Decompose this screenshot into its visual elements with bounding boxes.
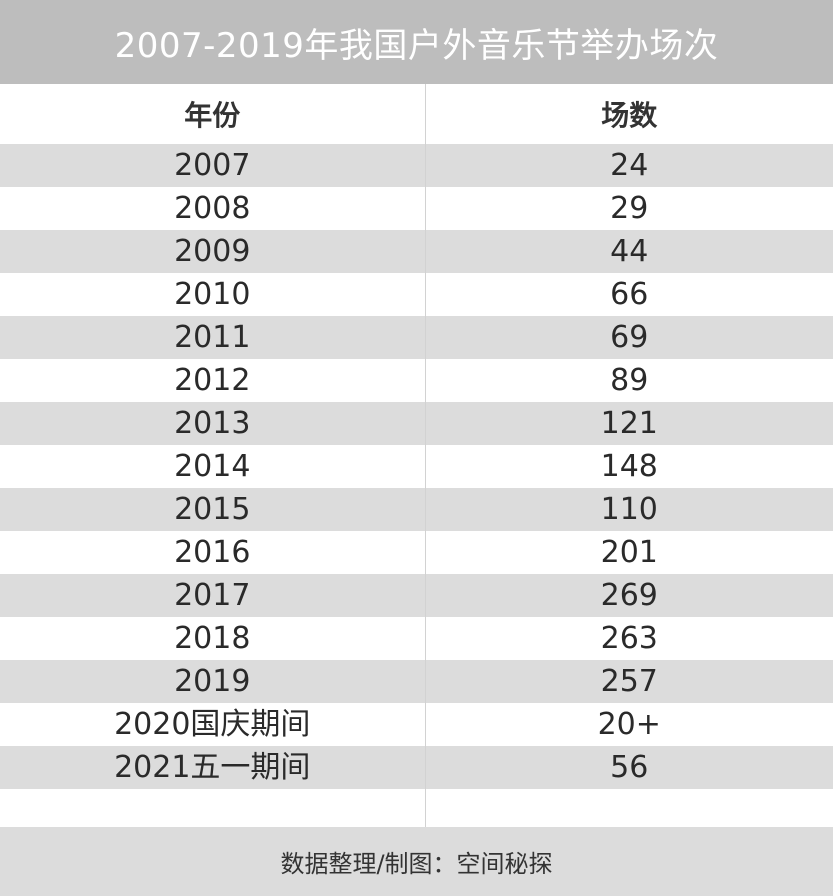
year-cell: 2012 (0, 359, 426, 402)
data-table: 年份 场数 2007 24 2008 29 2009 44 2010 66 2011 69 2012… (0, 84, 833, 827)
count-cell: 56 (425, 746, 833, 789)
table-row: 2011 69 (0, 316, 833, 359)
table-row: 2014 148 (0, 445, 833, 488)
header-year: 年份 (0, 84, 426, 144)
count-cell: 110 (425, 488, 833, 531)
year-cell: 2020国庆期间 (0, 703, 426, 746)
table-row: 2019 257 (0, 660, 833, 703)
blank-cell (425, 789, 833, 827)
header-row: 年份 场数 (0, 84, 833, 144)
count-cell: 20+ (425, 703, 833, 746)
table-row: 2012 89 (0, 359, 833, 402)
count-cell: 66 (425, 273, 833, 316)
count-cell: 201 (425, 531, 833, 574)
year-cell: 2015 (0, 488, 426, 531)
count-cell: 121 (425, 402, 833, 445)
year-cell: 2019 (0, 660, 426, 703)
table-row: 2013 121 (0, 402, 833, 445)
year-cell: 2010 (0, 273, 426, 316)
count-cell: 69 (425, 316, 833, 359)
year-cell: 2013 (0, 402, 426, 445)
year-cell: 2021五一期间 (0, 746, 426, 789)
year-cell: 2016 (0, 531, 426, 574)
table-row: 2017 269 (0, 574, 833, 617)
year-cell: 2017 (0, 574, 426, 617)
year-cell: 2009 (0, 230, 426, 273)
table-row: 2009 44 (0, 230, 833, 273)
count-cell: 257 (425, 660, 833, 703)
count-cell: 44 (425, 230, 833, 273)
year-cell: 2014 (0, 445, 426, 488)
blank-row (0, 789, 833, 827)
source-footer: 数据整理/制图：空间秘探 (0, 827, 833, 896)
count-cell: 89 (425, 359, 833, 402)
count-cell: 269 (425, 574, 833, 617)
table-title: 2007-2019年我国户外音乐节举办场次 (0, 0, 833, 84)
blank-cell (0, 789, 426, 827)
table-row: 2010 66 (0, 273, 833, 316)
table-row: 2015 110 (0, 488, 833, 531)
count-cell: 24 (425, 144, 833, 187)
count-cell: 29 (425, 187, 833, 230)
year-cell: 2008 (0, 187, 426, 230)
year-cell: 2011 (0, 316, 426, 359)
header-count: 场数 (425, 84, 833, 144)
table-row: 2007 24 (0, 144, 833, 187)
count-cell: 263 (425, 617, 833, 660)
table-body: 2007 24 2008 29 2009 44 2010 66 2011 69 2012 89 2013… (0, 144, 833, 827)
table-row: 2016 201 (0, 531, 833, 574)
table-row: 2021五一期间 56 (0, 746, 833, 789)
year-cell: 2007 (0, 144, 426, 187)
table-row: 2018 263 (0, 617, 833, 660)
table-row: 2020国庆期间 20+ (0, 703, 833, 746)
count-cell: 148 (425, 445, 833, 488)
year-cell: 2018 (0, 617, 426, 660)
table-row: 2008 29 (0, 187, 833, 230)
